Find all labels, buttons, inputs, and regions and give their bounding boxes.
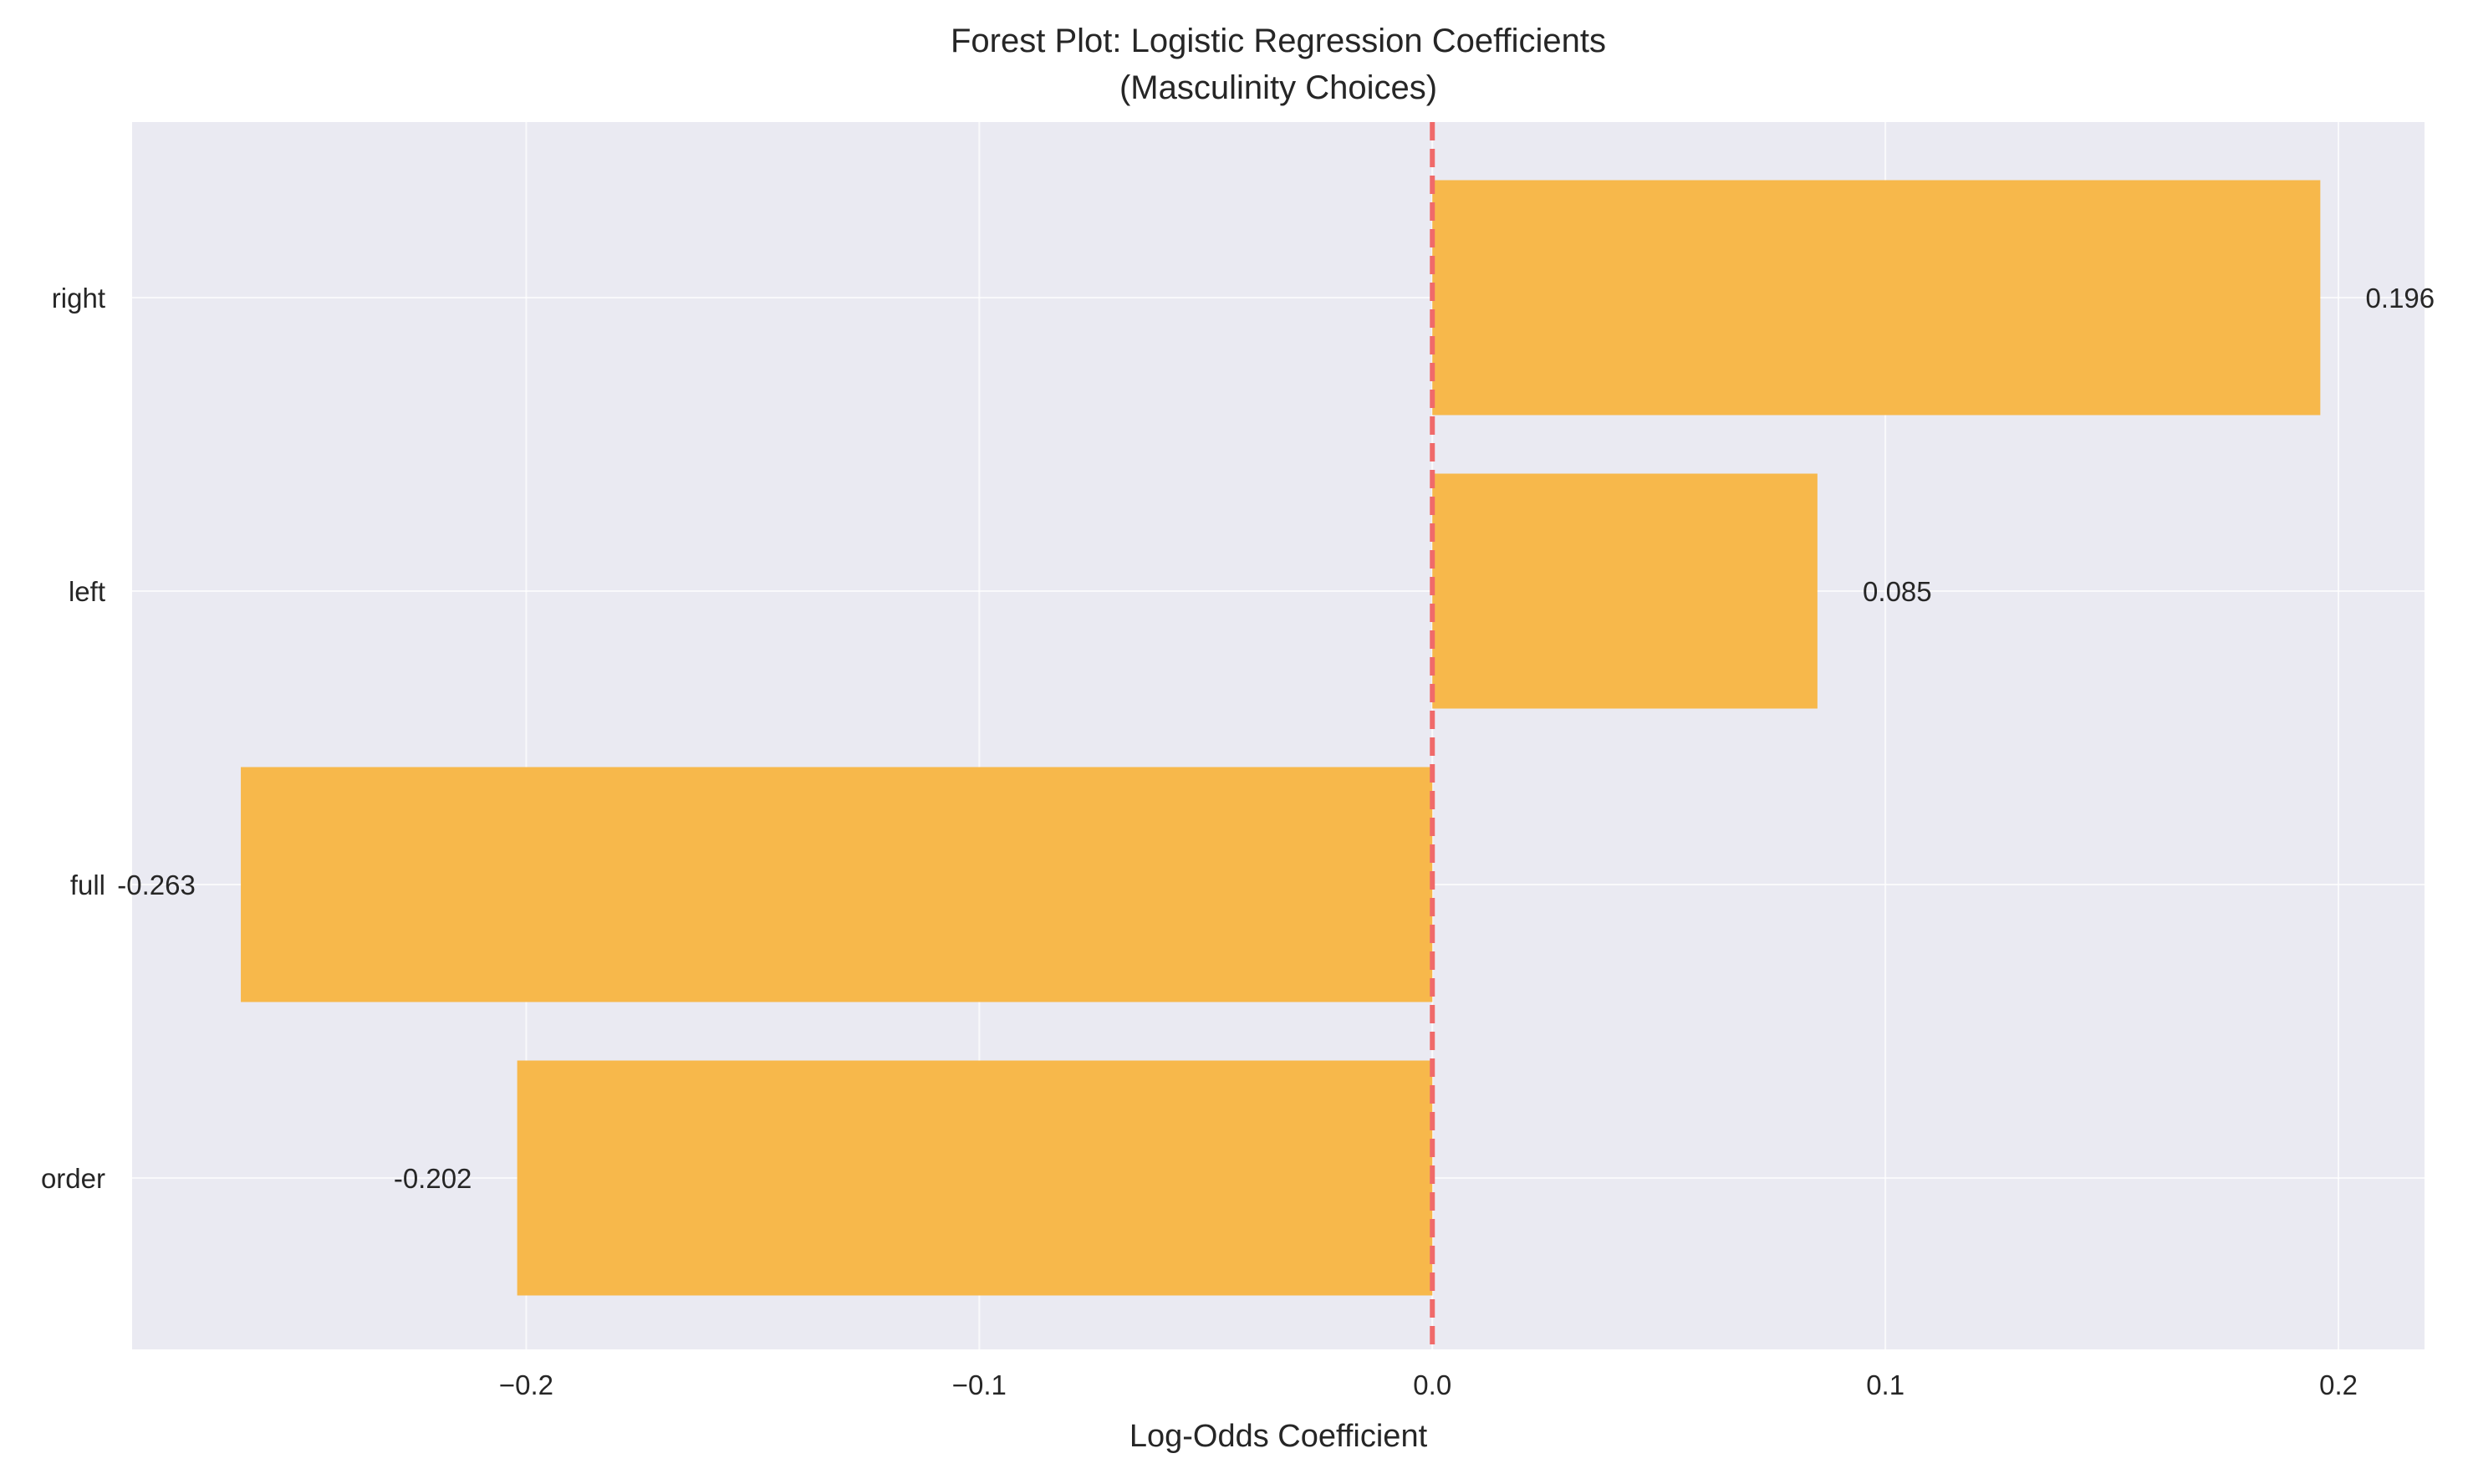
chart-subtitle: (Masculinity Choices) <box>1119 69 1437 106</box>
x-tick-label: 0.1 <box>1866 1369 1904 1400</box>
bar-value-label: -0.202 <box>394 1163 472 1194</box>
bars-group <box>241 180 2321 1296</box>
bar-value-labels: -0.202 -0.263 0.085 0.196 <box>117 283 2435 1194</box>
bar-value-label: 0.085 <box>1863 576 1932 607</box>
x-tick-label: 0.0 <box>1413 1369 1451 1400</box>
x-tick-label: −0.2 <box>499 1369 553 1400</box>
bar-value-label: -0.263 <box>117 869 196 900</box>
y-tick-label: order <box>41 1163 105 1194</box>
y-tick-label: right <box>52 283 105 314</box>
y-tick-label: full <box>70 869 105 900</box>
x-tick-label: 0.2 <box>2319 1369 2358 1400</box>
y-tick-label: left <box>69 576 105 607</box>
x-axis-label: Log-Odds Coefficient <box>1129 1419 1428 1454</box>
bar-left <box>1432 473 1818 709</box>
bar-order <box>517 1060 1433 1296</box>
bar-right <box>1432 180 2321 416</box>
x-tick-label: −0.1 <box>952 1369 1007 1400</box>
bar-full <box>241 767 1433 1002</box>
x-axis-tick-labels: −0.2 −0.1 0.0 0.1 0.2 <box>499 1369 2358 1400</box>
y-axis-tick-labels: order full left right <box>41 283 105 1194</box>
bar-value-label: 0.196 <box>2366 283 2435 314</box>
chart-title: Forest Plot: Logistic Regression Coeffic… <box>951 23 1606 59</box>
